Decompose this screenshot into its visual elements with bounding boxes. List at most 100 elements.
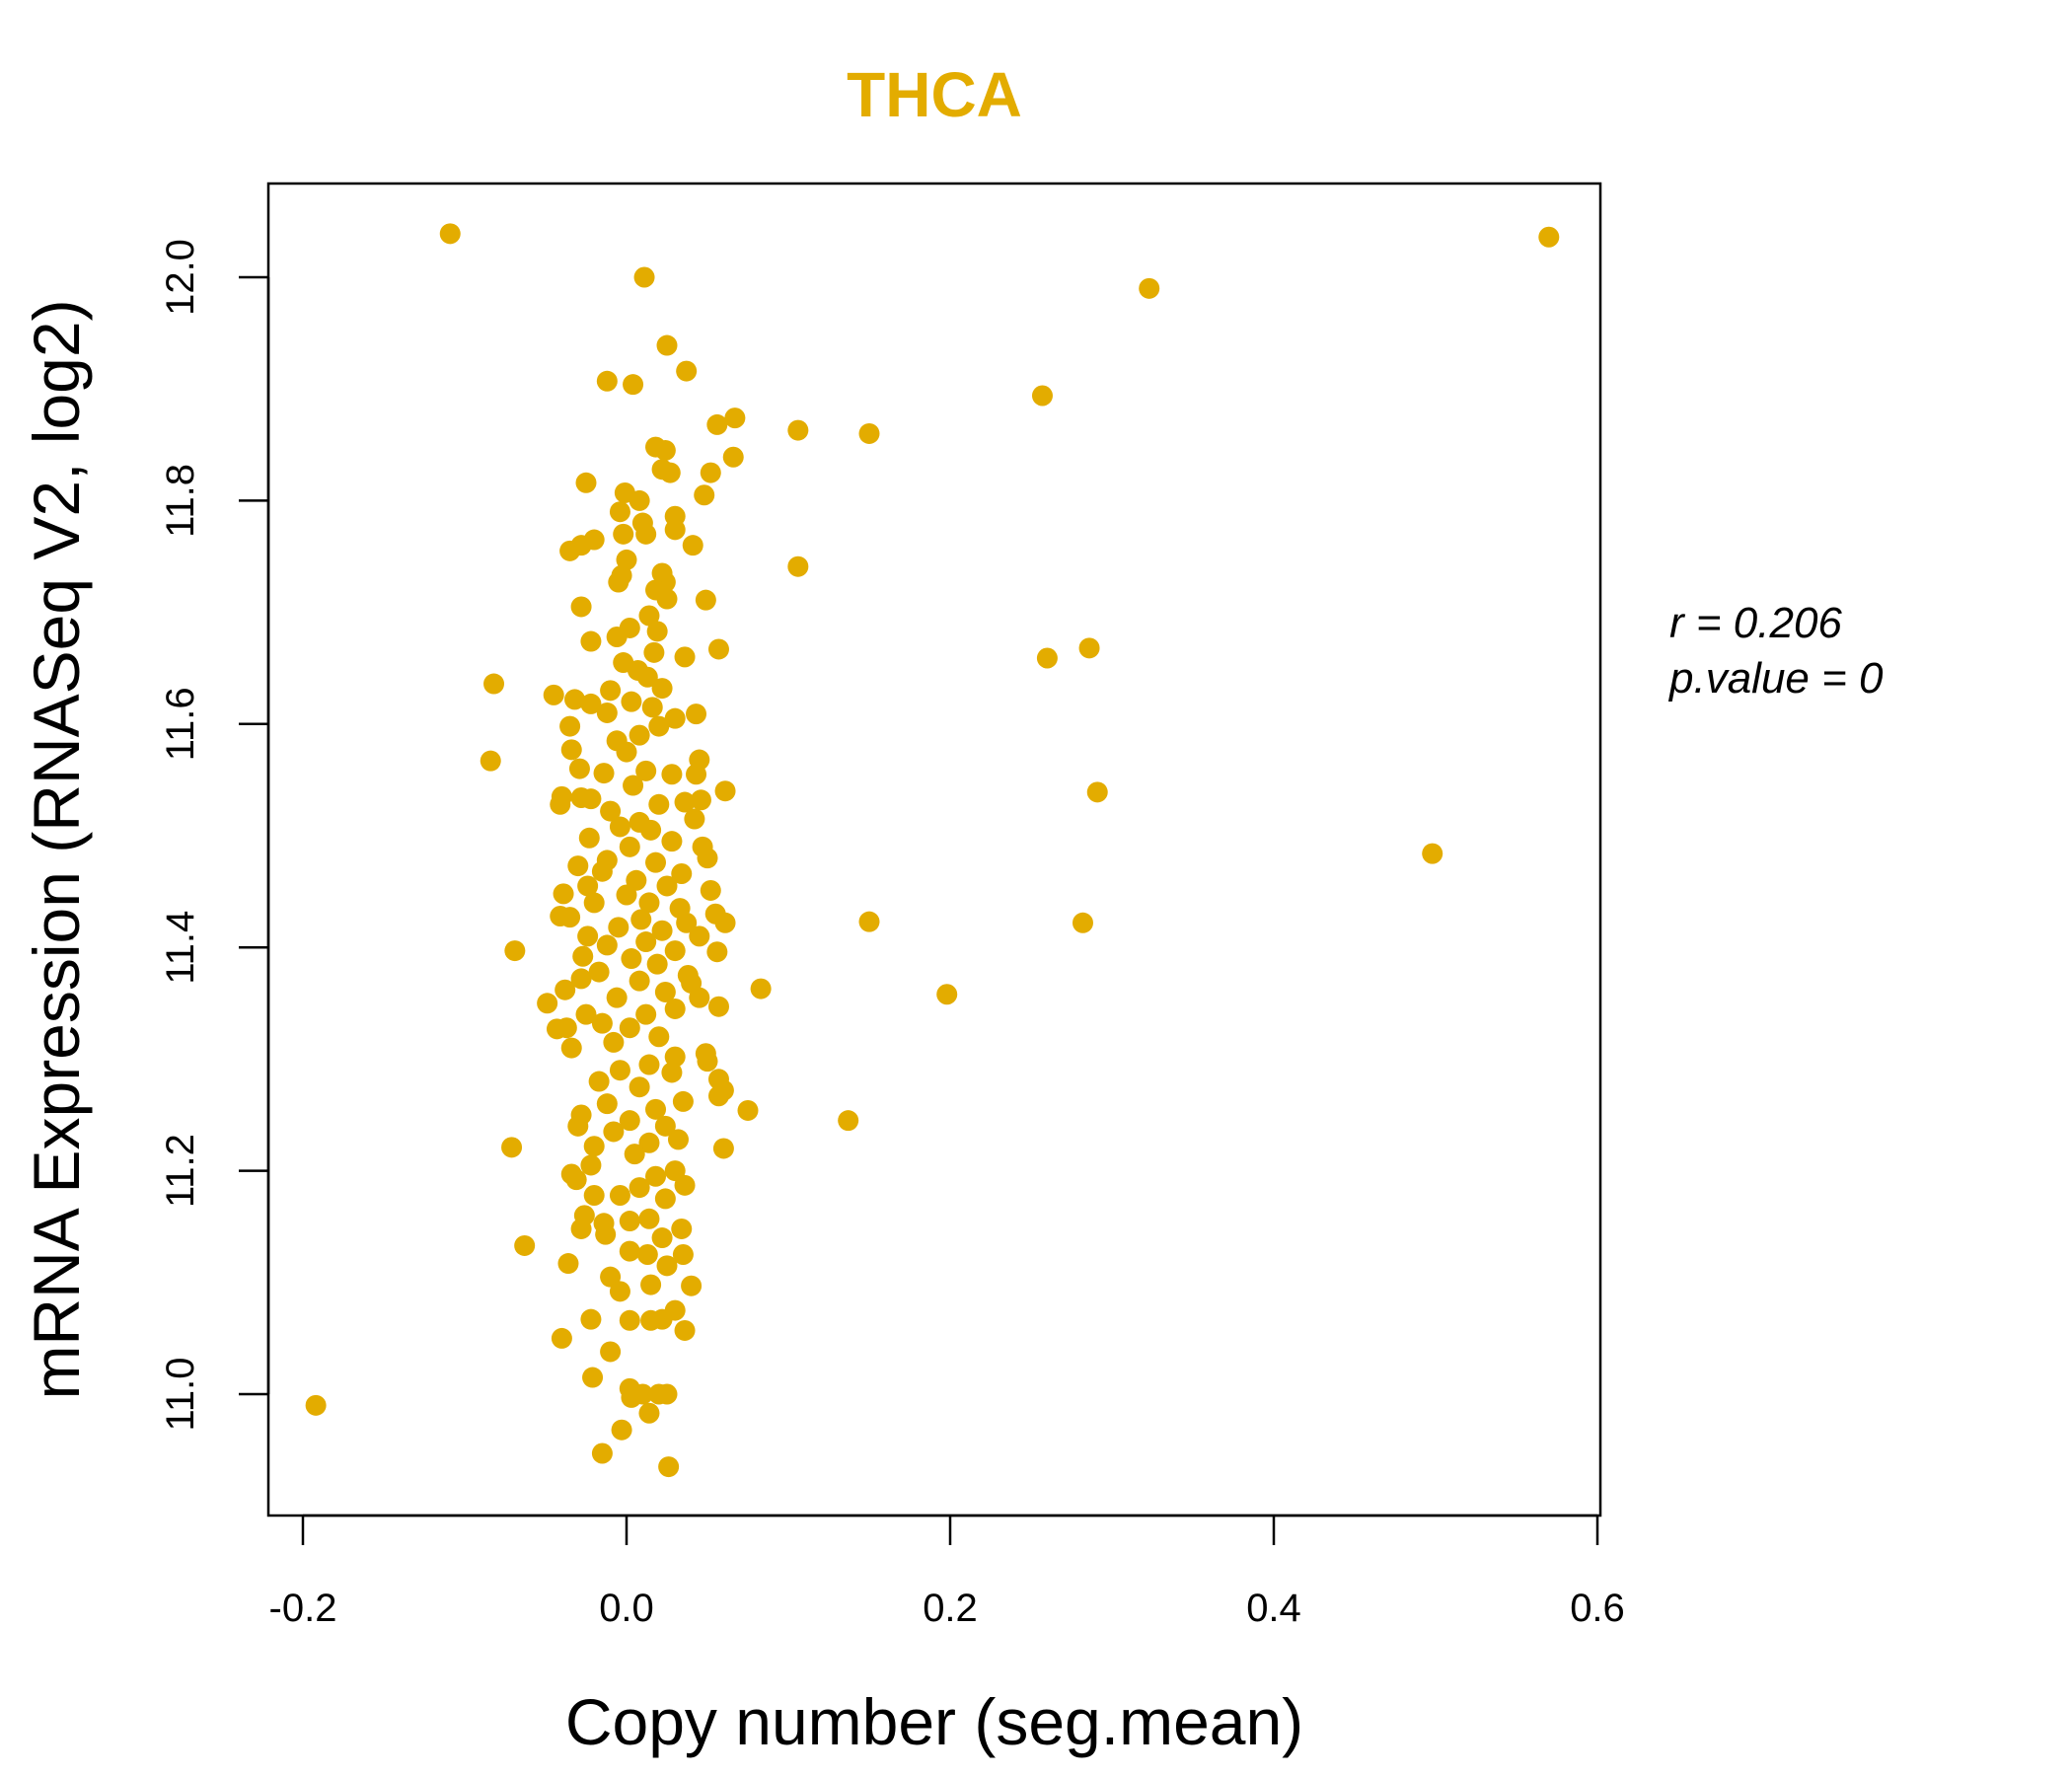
data-point <box>595 1223 617 1245</box>
data-point <box>706 941 728 963</box>
data-point <box>635 1003 657 1025</box>
data-point <box>591 1012 613 1034</box>
data-point <box>654 1115 676 1137</box>
data-point <box>606 987 628 1008</box>
data-point <box>514 1234 536 1256</box>
data-point <box>681 1275 703 1296</box>
data-point <box>656 875 678 897</box>
data-point <box>630 909 652 930</box>
data-point <box>635 931 657 953</box>
data-point <box>648 715 670 737</box>
data-point <box>568 758 590 779</box>
data-point <box>689 987 710 1008</box>
data-point <box>1086 781 1108 803</box>
data-point <box>638 1402 660 1424</box>
data-point <box>621 691 642 712</box>
data-point <box>619 1309 640 1331</box>
data-point <box>667 1129 689 1150</box>
data-point <box>664 998 686 1019</box>
data-point <box>580 630 602 652</box>
data-point <box>689 925 710 947</box>
data-point <box>700 462 721 483</box>
data-point <box>1538 226 1560 248</box>
data-point <box>656 588 678 610</box>
data-point <box>664 707 686 729</box>
data-point <box>621 948 642 970</box>
data-point <box>676 912 698 933</box>
data-point <box>537 993 558 1014</box>
data-point <box>651 678 673 700</box>
data-point <box>593 763 615 784</box>
data-point <box>640 1274 662 1295</box>
data-point <box>633 266 655 288</box>
data-point <box>737 1099 759 1121</box>
data-point <box>616 884 637 906</box>
data-point <box>596 1093 618 1115</box>
y-tick-label: 11.0 <box>159 1358 202 1432</box>
x-tick-label: -0.2 <box>269 1587 337 1630</box>
data-point <box>623 374 644 396</box>
data-point <box>591 860 613 882</box>
data-point <box>626 869 647 891</box>
data-point <box>575 1003 597 1025</box>
data-point <box>700 879 721 901</box>
data-point <box>1139 277 1160 299</box>
data-point <box>750 978 772 999</box>
data-point <box>591 1443 613 1464</box>
data-point <box>651 920 673 941</box>
data-point <box>608 917 629 938</box>
data-point <box>623 775 644 796</box>
data-point <box>580 693 602 714</box>
data-point <box>629 1076 650 1098</box>
data-point <box>672 1244 694 1265</box>
y-tick-label: 11.8 <box>159 464 202 538</box>
data-point <box>707 996 729 1017</box>
data-point <box>583 1185 605 1207</box>
data-point <box>1031 385 1053 407</box>
data-point <box>661 1062 683 1083</box>
data-point <box>631 1383 653 1405</box>
data-point <box>671 1218 693 1239</box>
data-point <box>483 673 505 695</box>
data-point <box>619 1240 640 1262</box>
data-point <box>580 788 602 810</box>
data-point <box>706 413 728 435</box>
data-point <box>578 827 600 849</box>
data-point <box>613 523 634 545</box>
data-point <box>641 697 663 718</box>
data-point <box>583 892 605 914</box>
data-point <box>570 1218 592 1239</box>
data-point <box>648 1026 670 1048</box>
data-point <box>557 1253 579 1275</box>
data-point <box>596 702 618 723</box>
data-point <box>603 1121 625 1143</box>
data-point <box>611 564 632 586</box>
x-tick-label: 0.4 <box>1246 1587 1301 1630</box>
data-point <box>682 535 703 556</box>
data-point <box>664 1046 686 1068</box>
x-tick-label: 0.0 <box>599 1587 654 1630</box>
data-point <box>609 1060 630 1081</box>
y-axis: 11.0 11.2 11.4 11.6 11.8 12.0 <box>159 239 270 1432</box>
data-point <box>543 684 564 705</box>
data-point <box>555 1017 577 1039</box>
data-point <box>694 484 715 506</box>
data-point <box>787 419 809 441</box>
data-point <box>707 1085 729 1107</box>
data-point <box>580 1308 602 1330</box>
x-tick-label: 0.6 <box>1570 1587 1625 1630</box>
data-point <box>645 1165 667 1187</box>
data-point <box>690 789 711 811</box>
data-point <box>722 446 744 468</box>
data-point <box>654 439 676 461</box>
data-point <box>640 1309 662 1331</box>
data-point <box>619 1211 640 1232</box>
data-point <box>697 848 718 869</box>
x-axis-label: Copy number (seg.mean) <box>565 1685 1303 1758</box>
data-point <box>577 925 599 947</box>
data-point <box>640 819 662 841</box>
data-point <box>643 641 665 663</box>
data-point <box>635 760 657 781</box>
data-point <box>567 855 589 877</box>
plot-frame <box>266 182 1602 1517</box>
